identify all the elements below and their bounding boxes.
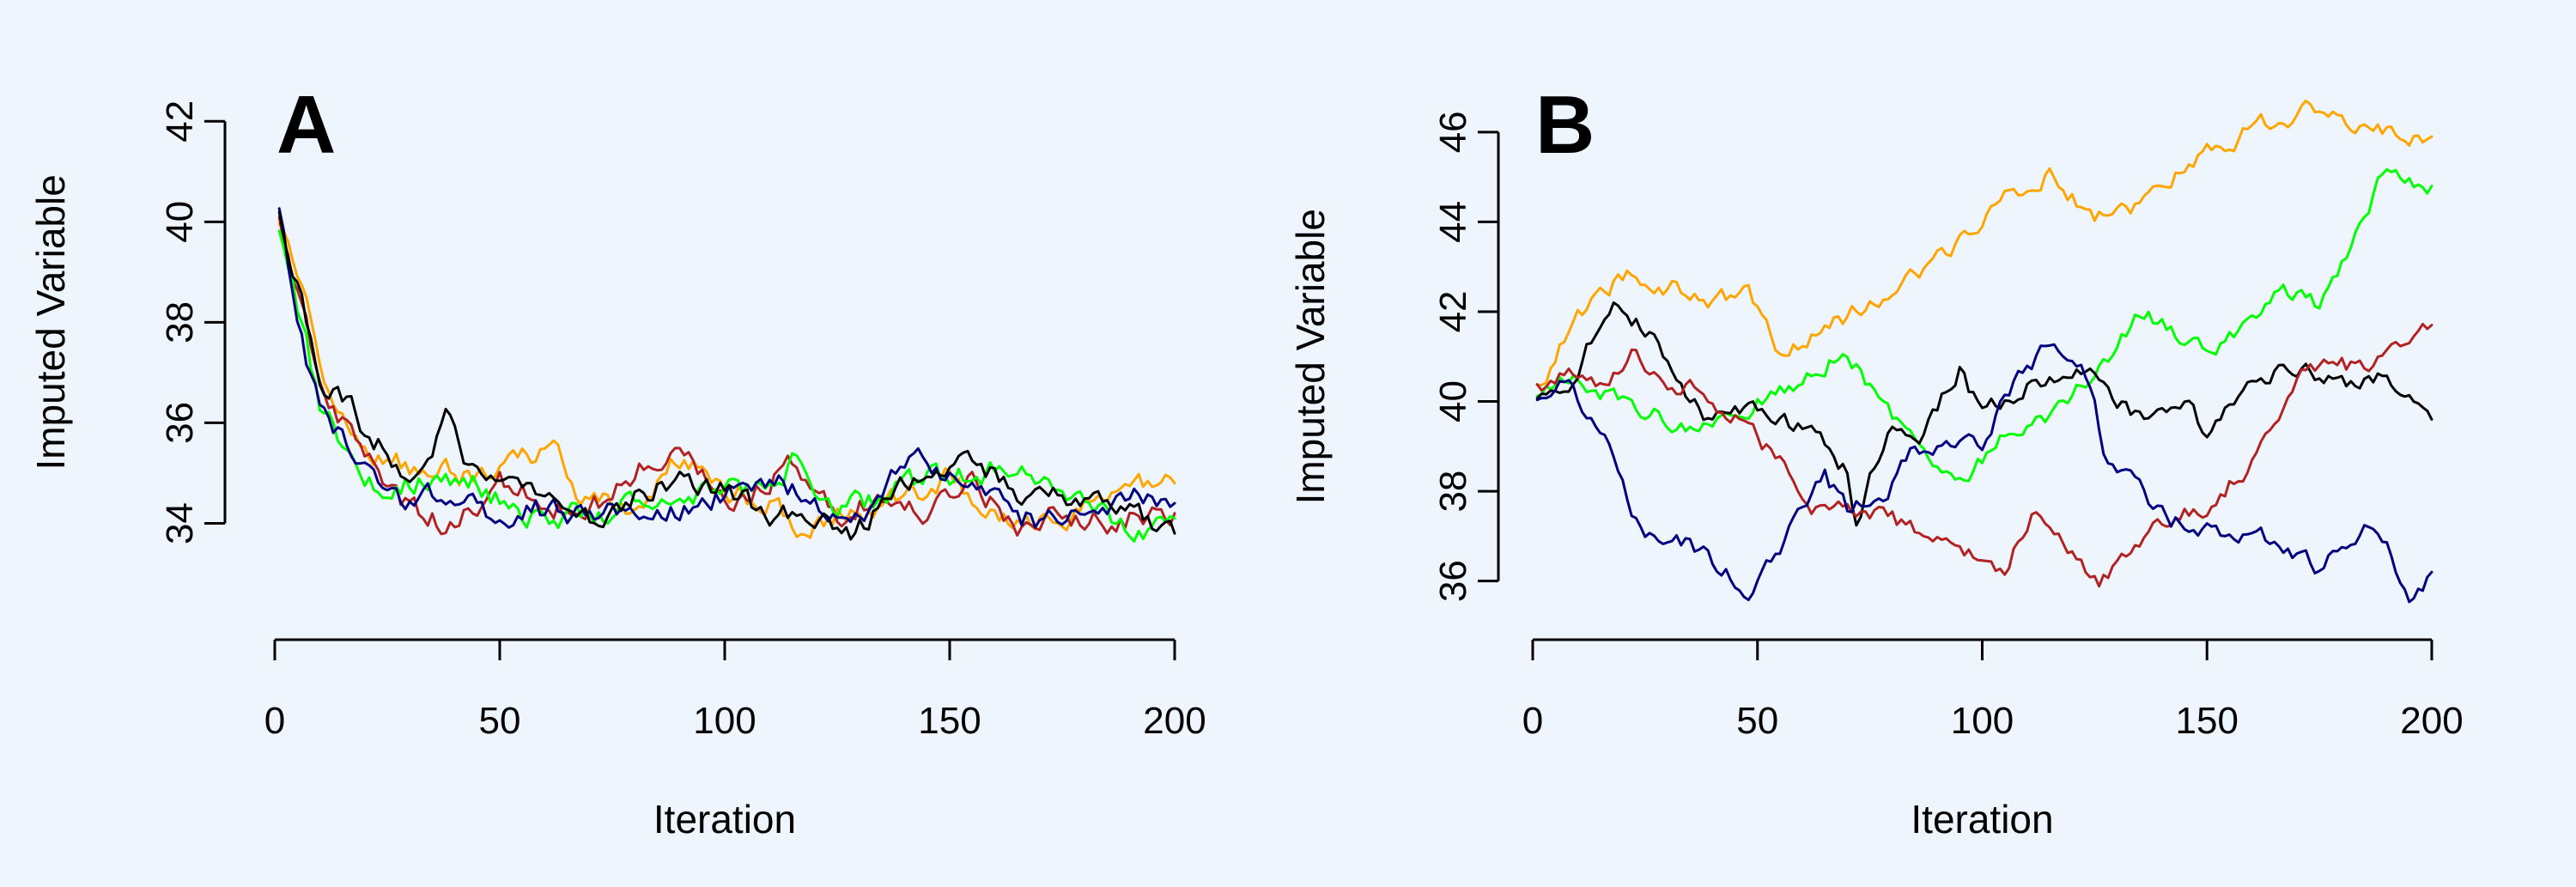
- x-tick-label: 100: [693, 700, 756, 742]
- series-line: [1535, 301, 2433, 527]
- y-tick-label: 40: [159, 201, 201, 243]
- x-tick-label: 150: [918, 700, 981, 742]
- y-tick-label: 46: [1432, 111, 1474, 153]
- y-tick-label: 42: [1432, 290, 1474, 332]
- y-tick-label: 38: [159, 301, 201, 343]
- y-tick-label: 40: [1432, 380, 1474, 422]
- y-tick-label: 36: [1432, 560, 1474, 602]
- y-tick-label: 34: [159, 502, 201, 544]
- series-line: [277, 207, 1176, 529]
- series-line: [277, 210, 1176, 541]
- y-axis-title: Imputed Variable: [1288, 209, 1333, 504]
- series-line: [1535, 167, 2433, 483]
- x-tick-label: 100: [1951, 700, 2014, 742]
- panel-b: 36 38 40 42 44 46 0 50 100 150 200 Iteration Imputed…: [1288, 79, 2464, 841]
- panel-label: A: [276, 79, 336, 171]
- y-axis-title: Imputed Variable: [28, 174, 73, 470]
- x-tick-label: 0: [264, 700, 285, 742]
- series-line: [277, 216, 1176, 537]
- y-tick-label: 38: [1432, 471, 1474, 513]
- x-tick-label: 50: [1736, 700, 1778, 742]
- panel-a: 34 36 38 40 42 0 50 100 150 200 Iteration Imputed V…: [28, 79, 1206, 841]
- x-tick-label: 150: [2176, 700, 2239, 742]
- x-axis-title: Iteration: [1911, 797, 2053, 841]
- y-tick-label: 42: [159, 100, 201, 143]
- x-tick-label: 200: [2400, 700, 2463, 742]
- panel-label: B: [1535, 79, 1595, 171]
- x-tick-label: 50: [479, 700, 521, 742]
- y-tick-label: 44: [1432, 201, 1474, 243]
- series-line: [1535, 343, 2433, 604]
- series-line: [1535, 99, 2433, 386]
- x-tick-label: 200: [1143, 700, 1206, 742]
- x-tick-label: 0: [1522, 700, 1543, 742]
- series-line: [1535, 322, 2433, 588]
- x-axis-title: Iteration: [653, 797, 796, 841]
- y-tick-label: 36: [159, 402, 201, 444]
